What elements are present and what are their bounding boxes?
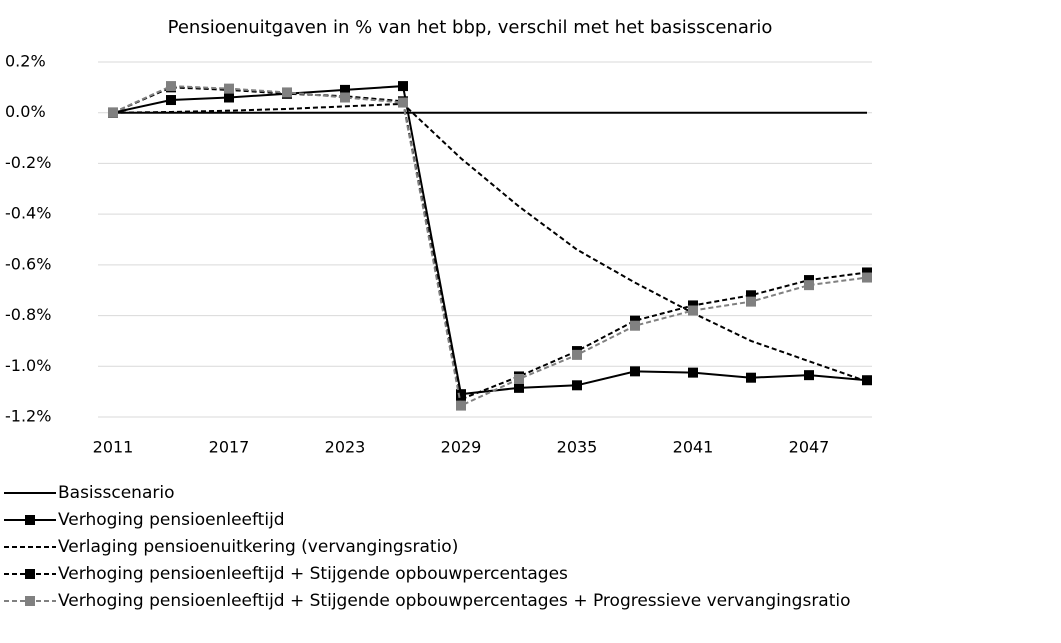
legend-label: Basisscenario (58, 483, 175, 503)
x-tick-label: 2011 (93, 438, 134, 457)
marker (746, 372, 756, 383)
marker (282, 87, 292, 98)
marker (688, 305, 698, 316)
marker (166, 81, 176, 92)
y-tick-label: -0.6% (5, 254, 51, 273)
series-line (112, 86, 868, 401)
x-tick-label: 2047 (789, 438, 830, 457)
legend-marker (25, 569, 35, 579)
x-tick-label: 2041 (673, 438, 714, 457)
marker (340, 84, 350, 95)
marker (630, 366, 640, 377)
marker (688, 300, 698, 311)
marker (862, 267, 872, 278)
legend-label: Verhoging pensioenleeftijd (58, 510, 285, 530)
marker (456, 394, 466, 405)
marker (398, 81, 408, 92)
y-tick-label: -0.8% (5, 305, 51, 324)
marker (224, 92, 234, 103)
marker (514, 373, 524, 384)
marker (456, 400, 466, 411)
legend-label: Verhoging pensioenleeftijd + Stijgende o… (58, 564, 568, 584)
marker (514, 382, 524, 393)
marker (804, 275, 814, 286)
marker (746, 296, 756, 307)
x-tick-label: 2023 (325, 438, 366, 457)
marker (572, 349, 582, 360)
marker (746, 290, 756, 301)
y-tick-label: -1.0% (5, 356, 51, 375)
marker (572, 380, 582, 391)
marker (862, 272, 872, 283)
marker (804, 280, 814, 291)
series-line (112, 85, 868, 396)
marker (630, 315, 640, 326)
legend-label: Verhoging pensioenleeftijd + Stijgende o… (58, 591, 851, 611)
x-tick-label: 2017 (209, 438, 250, 457)
legend-marker (25, 596, 35, 606)
marker (804, 370, 814, 381)
y-tick-label: -0.2% (5, 153, 51, 172)
x-tick-label: 2029 (441, 438, 482, 457)
marker (630, 320, 640, 331)
marker (224, 83, 234, 94)
marker (108, 107, 118, 118)
marker (166, 95, 176, 106)
marker (862, 375, 872, 386)
marker (398, 97, 408, 108)
series-line (112, 102, 868, 383)
y-tick-label: 0.2% (5, 52, 46, 71)
y-tick-label: 0.0% (5, 102, 46, 121)
y-tick-label: -0.4% (5, 204, 51, 223)
series-line (112, 85, 868, 408)
chart-title: Pensioenuitgaven in % van het bbp, versc… (168, 17, 773, 38)
marker (688, 367, 698, 378)
legend-marker (25, 515, 35, 525)
y-tick-label: -1.2% (5, 407, 51, 426)
legend-label: Verlaging pensioenuitkering (vervangings… (58, 537, 458, 557)
x-tick-label: 2035 (557, 438, 598, 457)
marker (340, 92, 350, 103)
